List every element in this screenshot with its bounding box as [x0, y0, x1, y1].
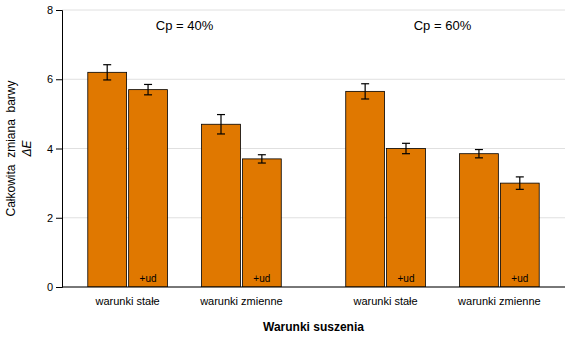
bar-annotation: +ud: [140, 273, 157, 284]
y-axis-title: ΔE: [20, 139, 34, 157]
grid-line: [62, 10, 565, 11]
y-tick-label: 2: [47, 212, 53, 224]
error-bar: [405, 143, 406, 153]
bars: [88, 65, 539, 287]
y-axis: 0 2 4 6 8: [47, 4, 63, 293]
y-axis-title: Całkowita zmiana barwy: [4, 80, 18, 216]
error-bar-cap: [103, 64, 111, 65]
error-bar: [261, 155, 262, 163]
error-bar-cap: [361, 98, 369, 99]
bar: [500, 183, 539, 287]
error-bar-cap: [258, 162, 266, 163]
group-label: warunki zmienne: [457, 295, 541, 307]
error-bar-cap: [361, 83, 369, 84]
x-axis-title: Warunki suszenia: [263, 320, 364, 334]
error-bar-cap: [217, 114, 225, 115]
chart: 0 2 4 6 8 +ud +ud +ud +ud Cp = 40% Cp = 60% warunki…: [0, 0, 577, 347]
grid-line: [62, 287, 565, 288]
group-label: warunki stałe: [352, 295, 417, 307]
labels: +ud +ud +ud +ud Cp = 40% Cp = 60% warunki stał…: [4, 18, 541, 334]
bar-annotation: +ud: [253, 273, 270, 284]
error-bar-cap: [217, 133, 225, 134]
y-tick: 2: [47, 212, 62, 224]
y-tick: 8: [47, 4, 62, 16]
bar-annotation: +ud: [511, 273, 528, 284]
error-bar-cap: [103, 79, 111, 80]
bar: [88, 72, 127, 287]
error-bar: [519, 177, 520, 189]
y-tick-label: 4: [47, 143, 53, 155]
group-label: warunki zmienne: [199, 295, 283, 307]
error-bar-cap: [258, 154, 266, 155]
y-axis-line: [56, 11, 63, 288]
error-bar-cap: [475, 149, 483, 150]
y-tick: 0: [47, 281, 62, 293]
y-tick-label: 0: [47, 281, 53, 293]
bar: [242, 159, 281, 287]
error-bar: [220, 115, 221, 134]
group-label: warunki stałe: [95, 295, 160, 307]
cp-label: Cp = 40%: [156, 18, 214, 33]
grid-line: [62, 79, 565, 80]
error-bar: [365, 84, 366, 99]
y-tick-label: 8: [47, 4, 53, 16]
y-tick: 4: [47, 143, 62, 155]
error-bar: [107, 65, 108, 80]
error-bar-cap: [475, 157, 483, 158]
error-bar-cap: [144, 94, 152, 95]
bar: [387, 149, 426, 288]
y-tick-mark: [56, 10, 62, 11]
y-tick-label: 6: [47, 73, 53, 85]
y-tick: 6: [47, 73, 62, 85]
error-bar-cap: [516, 176, 524, 177]
y-tick-mark: [56, 149, 62, 150]
x-axis-line: [62, 287, 565, 288]
grid: [62, 10, 565, 287]
y-tick-mark: [56, 287, 62, 288]
bar: [202, 124, 241, 287]
error-bar: [147, 84, 148, 94]
plot: 0 2 4 6 8 +ud +ud +ud +ud Cp = 40% Cp = 60% warunki…: [4, 4, 565, 334]
error-bar-cap: [402, 153, 410, 154]
error-bar: [478, 150, 479, 158]
bar: [129, 90, 168, 287]
error-bar-cap: [144, 84, 152, 85]
y-tick-mark: [56, 218, 62, 219]
bar: [460, 154, 499, 287]
error-bar-cap: [516, 189, 524, 190]
bar-annotation: +ud: [398, 273, 415, 284]
bar: [346, 91, 385, 287]
error-bar-cap: [402, 143, 410, 144]
y-tick-mark: [56, 79, 62, 80]
cp-label: Cp = 60%: [414, 18, 472, 33]
